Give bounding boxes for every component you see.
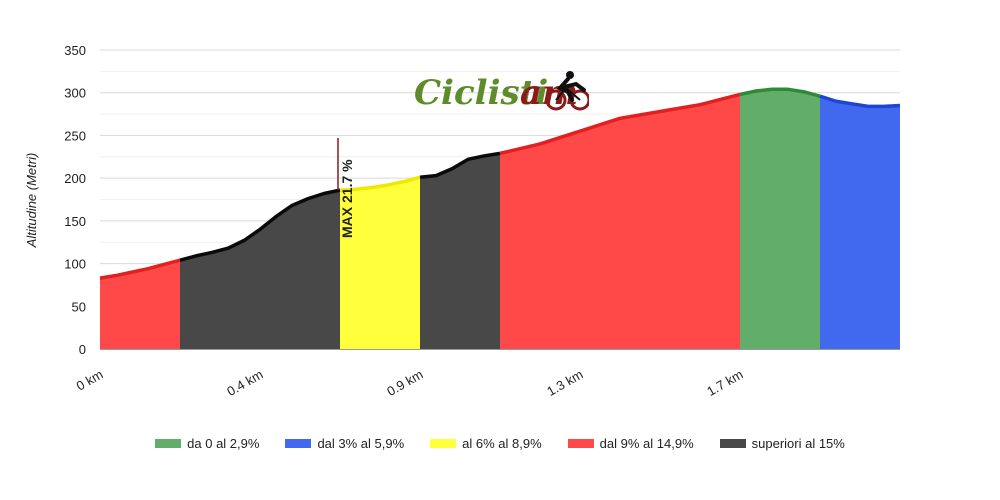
x-tick-2: 0.9 km <box>384 367 425 399</box>
legend-label: dal 9% al 14,9% <box>599 436 694 451</box>
segment-area-0 <box>100 260 180 349</box>
y-axis-title: Altitudine (Metri) <box>24 153 39 249</box>
legend-label: al 6% al 8,9% <box>462 436 542 451</box>
x-tick-0: 0 km <box>74 367 106 394</box>
segment-area-6 <box>820 96 900 349</box>
legend-item-3: dal 9% al 14,9% <box>567 436 694 451</box>
x-tick-3: 1.3 km <box>544 367 585 399</box>
legend-item-0: da 0 al 2,9% <box>155 436 259 451</box>
legend-swatch <box>155 439 182 448</box>
legend-swatch <box>430 439 457 448</box>
segment-area-2 <box>340 177 420 349</box>
legend-swatch <box>567 439 594 448</box>
max-gradient-annotation: MAX 21.7 % <box>337 137 355 238</box>
y-tick-100: 100 <box>64 257 86 272</box>
x-tick-labels: 0 km 0.4 km 0.9 km 1.3 km 1.7 km <box>74 367 746 399</box>
logo-text-green: Ciclisti <box>414 73 548 112</box>
legend-label: da 0 al 2,9% <box>187 436 260 451</box>
legend-swatch <box>285 439 312 448</box>
x-tick-4: 1.7 km <box>704 367 745 399</box>
segment-area-4 <box>500 94 740 350</box>
segment-line-0 <box>99 258 181 280</box>
annotation-label: MAX 21.7 % <box>339 159 355 238</box>
segment-line-3 <box>419 151 501 180</box>
legend-item-4: superiori al 15% <box>719 436 845 451</box>
elevation-areas <box>100 89 900 350</box>
y-tick-350: 350 <box>64 43 86 58</box>
legend: da 0 al 2,9% dal 3% al 5,9% al 6% al 8,9% d… <box>0 436 1000 451</box>
legend-item-1: dal 3% al 5,9% <box>285 436 404 451</box>
segment-line-1 <box>179 188 341 262</box>
y-tick-300: 300 <box>64 86 86 101</box>
y-tick-50: 50 <box>72 299 86 314</box>
y-tick-200: 200 <box>64 171 86 186</box>
legend-label: superiori al 15% <box>751 436 845 451</box>
ciclistiamo-logo: Ciclisti am <box>414 68 591 113</box>
segment-line-6 <box>819 94 901 109</box>
y-tick-0: 0 <box>79 342 86 357</box>
elevation-lines <box>99 87 901 280</box>
y-tick-150: 150 <box>64 214 86 229</box>
y-tick-250: 250 <box>64 128 86 143</box>
y-tick-labels: 0 50 100 150 200 250 300 350 <box>64 43 86 357</box>
legend-swatch <box>719 439 746 448</box>
segment-line-2 <box>339 175 421 192</box>
segment-line-4 <box>499 92 741 156</box>
segment-area-5 <box>740 89 820 349</box>
segment-area-3 <box>420 153 500 349</box>
segment-area-1 <box>180 190 340 349</box>
legend-label: dal 3% al 5,9% <box>317 436 405 451</box>
x-tick-1: 0.4 km <box>224 367 265 399</box>
legend-item-2: al 6% al 8,9% <box>430 436 542 451</box>
segment-line-5 <box>739 87 821 98</box>
